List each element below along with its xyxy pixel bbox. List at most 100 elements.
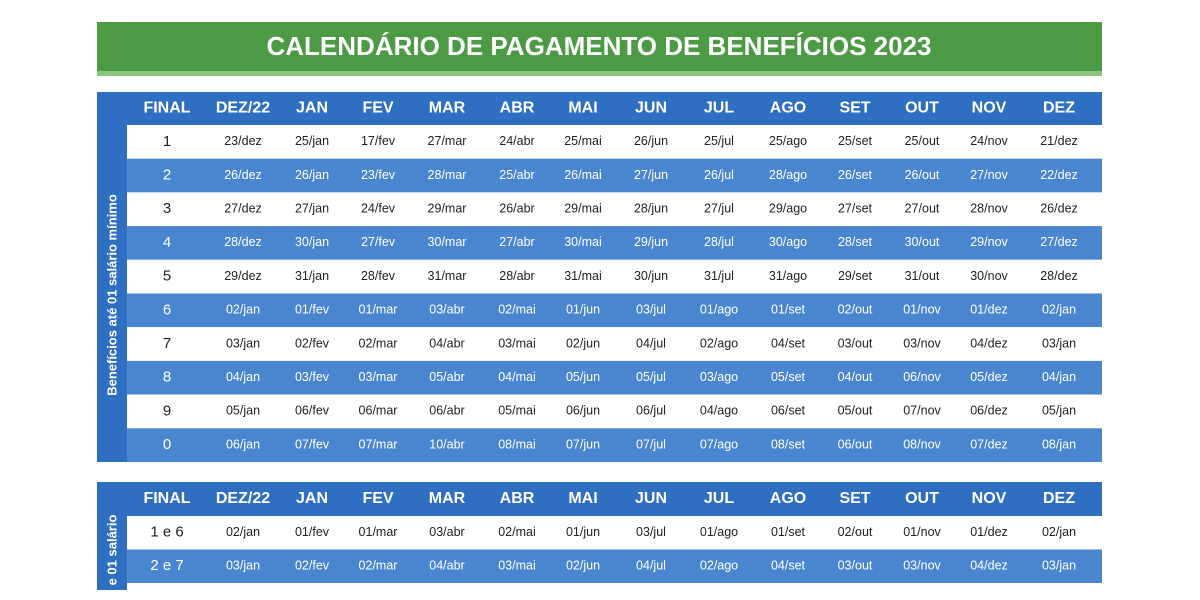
date-cell: 30/out xyxy=(905,235,940,249)
date-cell: 02/fev xyxy=(295,336,330,350)
date-cell: 30/mar xyxy=(428,235,467,249)
final-cell: 1 xyxy=(163,133,171,150)
date-cell: 01/fev xyxy=(295,525,330,539)
date-cell: 25/abr xyxy=(499,168,534,182)
header-cell: FEV xyxy=(362,490,393,507)
date-cell: 28/abr xyxy=(499,269,534,283)
date-cell: 24/fev xyxy=(361,202,396,216)
date-cell: 01/mar xyxy=(359,525,398,539)
date-cell: 23/fev xyxy=(361,168,396,182)
header-cell: JUL xyxy=(704,490,734,507)
date-cell: 23/dez xyxy=(224,134,262,148)
table-row xyxy=(127,125,1102,159)
date-cell: 05/dez xyxy=(970,370,1008,384)
date-cell: 30/jun xyxy=(634,269,668,283)
date-cell: 06/jan xyxy=(226,437,260,451)
date-cell: 29/jun xyxy=(634,235,668,249)
date-cell: 28/set xyxy=(838,235,873,249)
header-row xyxy=(127,92,1102,125)
date-cell: 01/jun xyxy=(566,303,600,317)
date-cell: 06/dez xyxy=(970,404,1008,418)
date-cell: 31/mar xyxy=(428,269,467,283)
date-cell: 26/jun xyxy=(634,134,668,148)
header-cell: DEZ xyxy=(1043,490,1075,507)
final-cell: 6 xyxy=(163,301,171,318)
date-cell: 05/mai xyxy=(498,404,536,418)
date-cell: 28/dez xyxy=(1040,269,1078,283)
date-cell: 03/jul xyxy=(636,525,666,539)
header-cell: MAR xyxy=(429,100,466,117)
date-cell: 03/ago xyxy=(700,370,738,384)
header-cell: JAN xyxy=(296,100,328,117)
date-cell: 31/ago xyxy=(769,269,807,283)
header-cell: MAI xyxy=(568,100,597,117)
date-cell: 29/set xyxy=(838,269,873,283)
date-cell: 30/ago xyxy=(769,235,807,249)
side-label: e 01 salário xyxy=(104,515,119,586)
date-cell: 27/jan xyxy=(295,202,329,216)
date-cell: 27/mar xyxy=(428,134,467,148)
date-cell: 27/set xyxy=(838,202,873,216)
side-label: Benefícios até 01 salário mínimo xyxy=(104,194,119,396)
date-cell: 25/out xyxy=(905,134,940,148)
date-cell: 07/fev xyxy=(295,437,330,451)
date-cell: 26/mai xyxy=(564,168,602,182)
header-cell: OUT xyxy=(905,100,939,117)
date-cell: 02/mar xyxy=(359,336,398,350)
date-cell: 24/nov xyxy=(970,134,1008,148)
date-cell: 01/ago xyxy=(700,525,738,539)
date-cell: 27/jun xyxy=(634,168,668,182)
date-cell: 03/fev xyxy=(295,370,330,384)
date-cell: 02/ago xyxy=(700,559,738,573)
header-cell: DEZ/22 xyxy=(216,490,270,507)
date-cell: 28/mar xyxy=(428,168,467,182)
title-bar xyxy=(97,22,1102,71)
date-cell: 02/jun xyxy=(566,336,600,350)
final-cell: 7 xyxy=(163,335,171,352)
date-cell: 04/jul xyxy=(636,336,666,350)
date-cell: 07/jul xyxy=(636,437,666,451)
header-cell: DEZ xyxy=(1043,100,1075,117)
date-cell: 01/set xyxy=(771,525,806,539)
date-cell: 27/nov xyxy=(970,168,1008,182)
date-cell: 01/fev xyxy=(295,303,330,317)
header-cell: NOV xyxy=(972,490,1007,507)
title: CALENDÁRIO DE PAGAMENTO DE BENEFÍCIOS 20… xyxy=(266,31,931,61)
date-cell: 17/fev xyxy=(361,134,396,148)
date-cell: 03/abr xyxy=(429,525,464,539)
date-cell: 07/dez xyxy=(970,437,1008,451)
header-cell: AGO xyxy=(770,100,806,117)
date-cell: 06/fev xyxy=(295,404,330,418)
header-cell: SET xyxy=(839,100,870,117)
date-cell: 07/mar xyxy=(359,437,398,451)
date-cell: 01/mar xyxy=(359,303,398,317)
date-cell: 01/dez xyxy=(970,303,1008,317)
date-cell: 02/jan xyxy=(226,525,260,539)
table-row xyxy=(127,327,1102,361)
date-cell: 04/set xyxy=(771,336,806,350)
date-cell: 03/out xyxy=(838,559,873,573)
date-cell: 25/mai xyxy=(564,134,602,148)
side-bar xyxy=(97,482,127,590)
table-row xyxy=(127,428,1102,462)
final-cell: 5 xyxy=(163,268,171,285)
date-cell: 31/out xyxy=(905,269,940,283)
header-cell: OUT xyxy=(905,490,939,507)
date-cell: 01/set xyxy=(771,303,806,317)
date-cell: 29/mai xyxy=(564,202,602,216)
header-cell: JAN xyxy=(296,490,328,507)
date-cell: 02/jun xyxy=(566,559,600,573)
date-cell: 25/ago xyxy=(769,134,807,148)
date-cell: 05/out xyxy=(838,404,873,418)
date-cell: 02/mar xyxy=(359,559,398,573)
table-row xyxy=(127,226,1102,260)
date-cell: 26/jul xyxy=(704,168,734,182)
date-cell: 30/mai xyxy=(564,235,602,249)
header-row xyxy=(127,482,1102,516)
header-cell: ABR xyxy=(500,490,535,507)
date-cell: 10/abr xyxy=(429,437,464,451)
date-cell: 28/fev xyxy=(361,269,396,283)
header-cell: JUN xyxy=(635,490,667,507)
date-cell: 25/jan xyxy=(295,134,329,148)
